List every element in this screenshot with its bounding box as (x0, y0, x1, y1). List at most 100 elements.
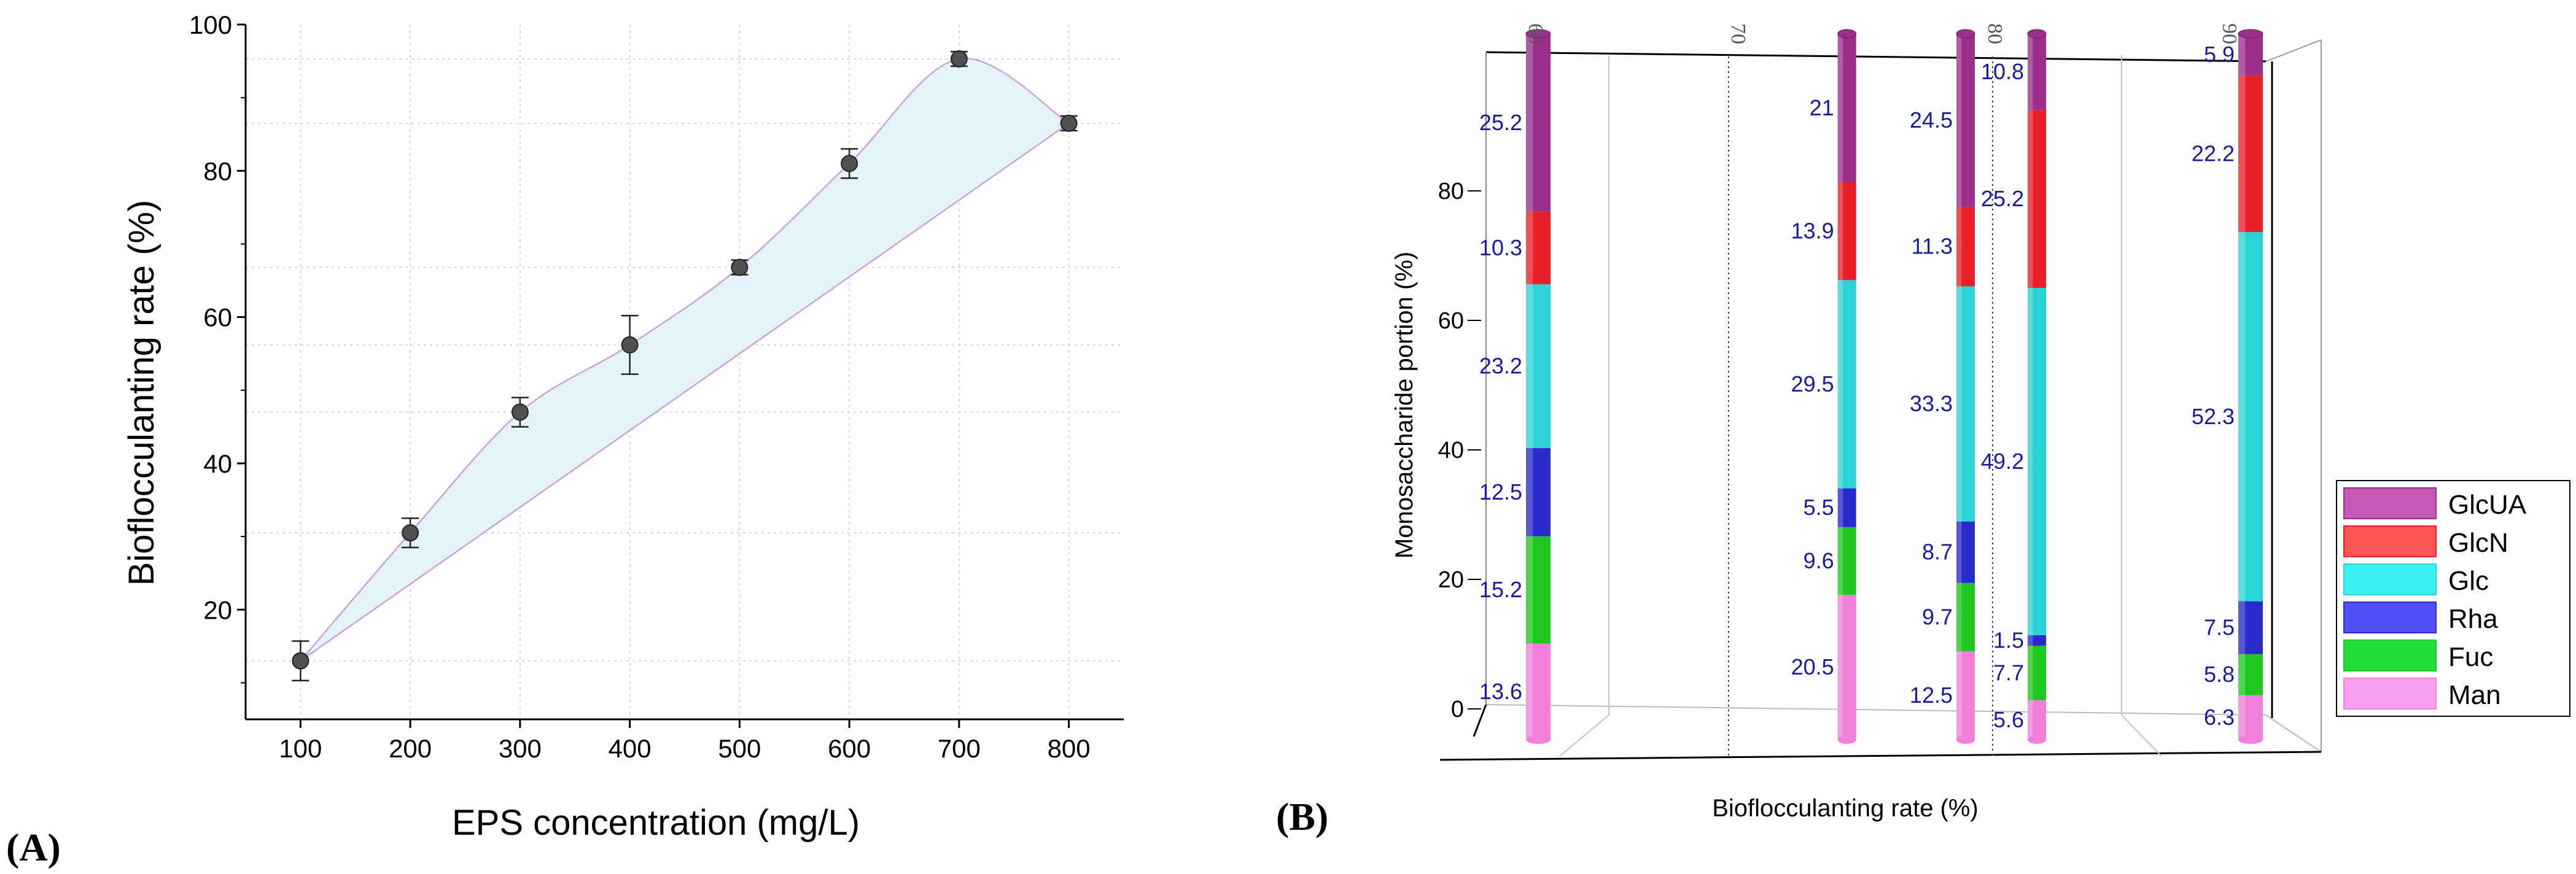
segment-value-label: 6.3 (2204, 705, 2235, 730)
chart-b-gridlines (1559, 55, 2162, 757)
stack-base (2028, 735, 2046, 744)
x-tick-label: 300 (499, 734, 542, 763)
legend-label-rha: Rha (2448, 604, 2498, 634)
segment-highlight (2238, 695, 2246, 740)
segment-value-label: 5.9 (2204, 42, 2235, 67)
segment-highlight (2238, 34, 2246, 75)
segment-highlight (1526, 34, 1533, 212)
chart-b-legend: GlcUA GlcN Glc Rha Fuc Man (2336, 480, 2570, 717)
stack-segment-glc (2028, 288, 2046, 635)
segment-highlight (1837, 527, 1843, 595)
data-point (292, 652, 309, 670)
segment-highlight (2238, 654, 2246, 695)
y-tick-label: 80 (1438, 179, 1464, 204)
stack-segment-man (1526, 643, 1551, 740)
segment-highlight (1837, 182, 1843, 280)
segment-highlight (1956, 521, 1962, 583)
segment-highlight (2028, 288, 2033, 635)
stack-segment-rha (2238, 601, 2263, 654)
x-tick-label: 90 (2218, 23, 2241, 44)
legend-box (2336, 480, 2570, 717)
stack-segment-glcua (2238, 34, 2263, 75)
chart-a: 100 200 300 400 500 600 700 800 20 40 60 80 100 EPS… (122, 10, 1124, 843)
stack-segment-glcn (1837, 182, 1856, 280)
stack-segment-glcua (1837, 34, 1856, 182)
chart-b-y-ticks: 0 20 40 60 80 (1438, 179, 1481, 722)
y-tick-label: 0 (1451, 697, 1464, 722)
stack-segment-rha (2028, 635, 2046, 646)
stack-segment-man (1956, 651, 1975, 740)
stack-segment-glcn (2028, 110, 2046, 288)
segment-value-label: 24.5 (1910, 107, 1953, 133)
chart-a-points (292, 50, 1078, 670)
stack-segment-rha (1837, 488, 1856, 527)
y-tick-label: 100 (189, 10, 232, 39)
box-floor-back-edge (1485, 704, 2267, 716)
segment-highlight (2028, 34, 2033, 110)
legend-swatch-fuc (2343, 640, 2437, 671)
stack-segment-rha (1956, 521, 1975, 583)
segment-value-label: 49.2 (1981, 449, 2024, 474)
segment-highlight (2028, 700, 2033, 740)
chart-b: 13.6 15.2 12.5 23.2 10.3 25.2 20.5 9.6 5.5 29.5 13… (1391, 23, 2570, 822)
segment-value-label: 5.6 (1993, 707, 2024, 732)
chart-b-y-label: Monosaccharide portion (%) (1391, 252, 1418, 559)
segment-highlight (2028, 635, 2033, 646)
segment-value-label: 7.7 (1993, 660, 2024, 685)
y-tick-label: 40 (203, 449, 232, 478)
stack-segment-man (2238, 695, 2263, 740)
floor-gridline (1559, 714, 1609, 757)
segment-highlight (1956, 651, 1962, 740)
legend-swatch-glc (2343, 563, 2437, 595)
segment-value-label: 25.2 (1479, 110, 1522, 135)
segment-highlight (2238, 75, 2246, 233)
data-point (1060, 114, 1078, 132)
segment-value-label: 21 (1810, 95, 1834, 120)
x-tick-label: 700 (938, 734, 981, 763)
chart-a-y-ticks: 20 40 60 80 100 (189, 10, 246, 684)
stack-base (1956, 735, 1975, 744)
segment-value-label: 12.5 (1910, 683, 1953, 708)
stack-segment-glc (1837, 280, 1856, 489)
stack-segment-man (2028, 700, 2046, 740)
segment-value-label: 11.3 (1912, 234, 1953, 259)
stack-segment-glc (1956, 286, 1975, 522)
segment-value-label: 29.5 (1791, 371, 1834, 396)
chart-b-x-ticks: 60 70 80 90 (1524, 23, 2241, 44)
data-point (621, 336, 639, 354)
box-floor-right-edge (2265, 714, 2322, 752)
segment-highlight (1526, 284, 1533, 449)
chart-a-gridlines (246, 25, 1124, 719)
stack-segment-fuc (2238, 654, 2263, 695)
stack-segment-man (1837, 595, 1856, 740)
chart-b-segment-labels: 13.6 15.2 12.5 23.2 10.3 25.2 20.5 9.6 5.5 29.5 13… (1479, 42, 2235, 732)
segment-value-label: 15.2 (1479, 577, 1522, 602)
segment-value-label: 1.5 (1993, 627, 2024, 652)
stack-segment-glc (2238, 232, 2263, 601)
segment-highlight (1956, 206, 1962, 287)
stack-cap (2027, 29, 2047, 39)
stack-cap (1837, 29, 1857, 39)
panel-label-b: (B) (1276, 795, 1328, 838)
stack-base (2238, 735, 2263, 744)
stack-cap (1525, 29, 1551, 39)
chart-a-band (300, 57, 1070, 662)
legend-swatch-rha (2343, 601, 2437, 633)
legend-label-man: Man (2448, 680, 2501, 710)
legend-label-glcn: GlcN (2448, 528, 2508, 558)
x-tick-label: 500 (718, 734, 761, 763)
segment-value-label: 23.2 (1479, 354, 1522, 379)
stack-segment-fuc (1526, 536, 1551, 644)
legend-label-fuc: Fuc (2448, 642, 2493, 672)
box-floor-front-edge (1439, 751, 2322, 761)
segment-value-label: 12.5 (1479, 479, 1522, 505)
stack-segment-glcua (2028, 34, 2046, 110)
segment-value-label: 33.3 (1910, 391, 1953, 416)
y-tick-label: 40 (1438, 438, 1464, 463)
chart-b-3d-box (1439, 39, 2322, 761)
segment-highlight (1956, 34, 1962, 207)
chart-a-x-ticks: 100 200 300 400 500 600 700 800 (279, 719, 1091, 763)
data-point (950, 50, 968, 68)
x-tick-label: 400 (609, 734, 652, 763)
stack-segment-fuc (1837, 527, 1856, 595)
